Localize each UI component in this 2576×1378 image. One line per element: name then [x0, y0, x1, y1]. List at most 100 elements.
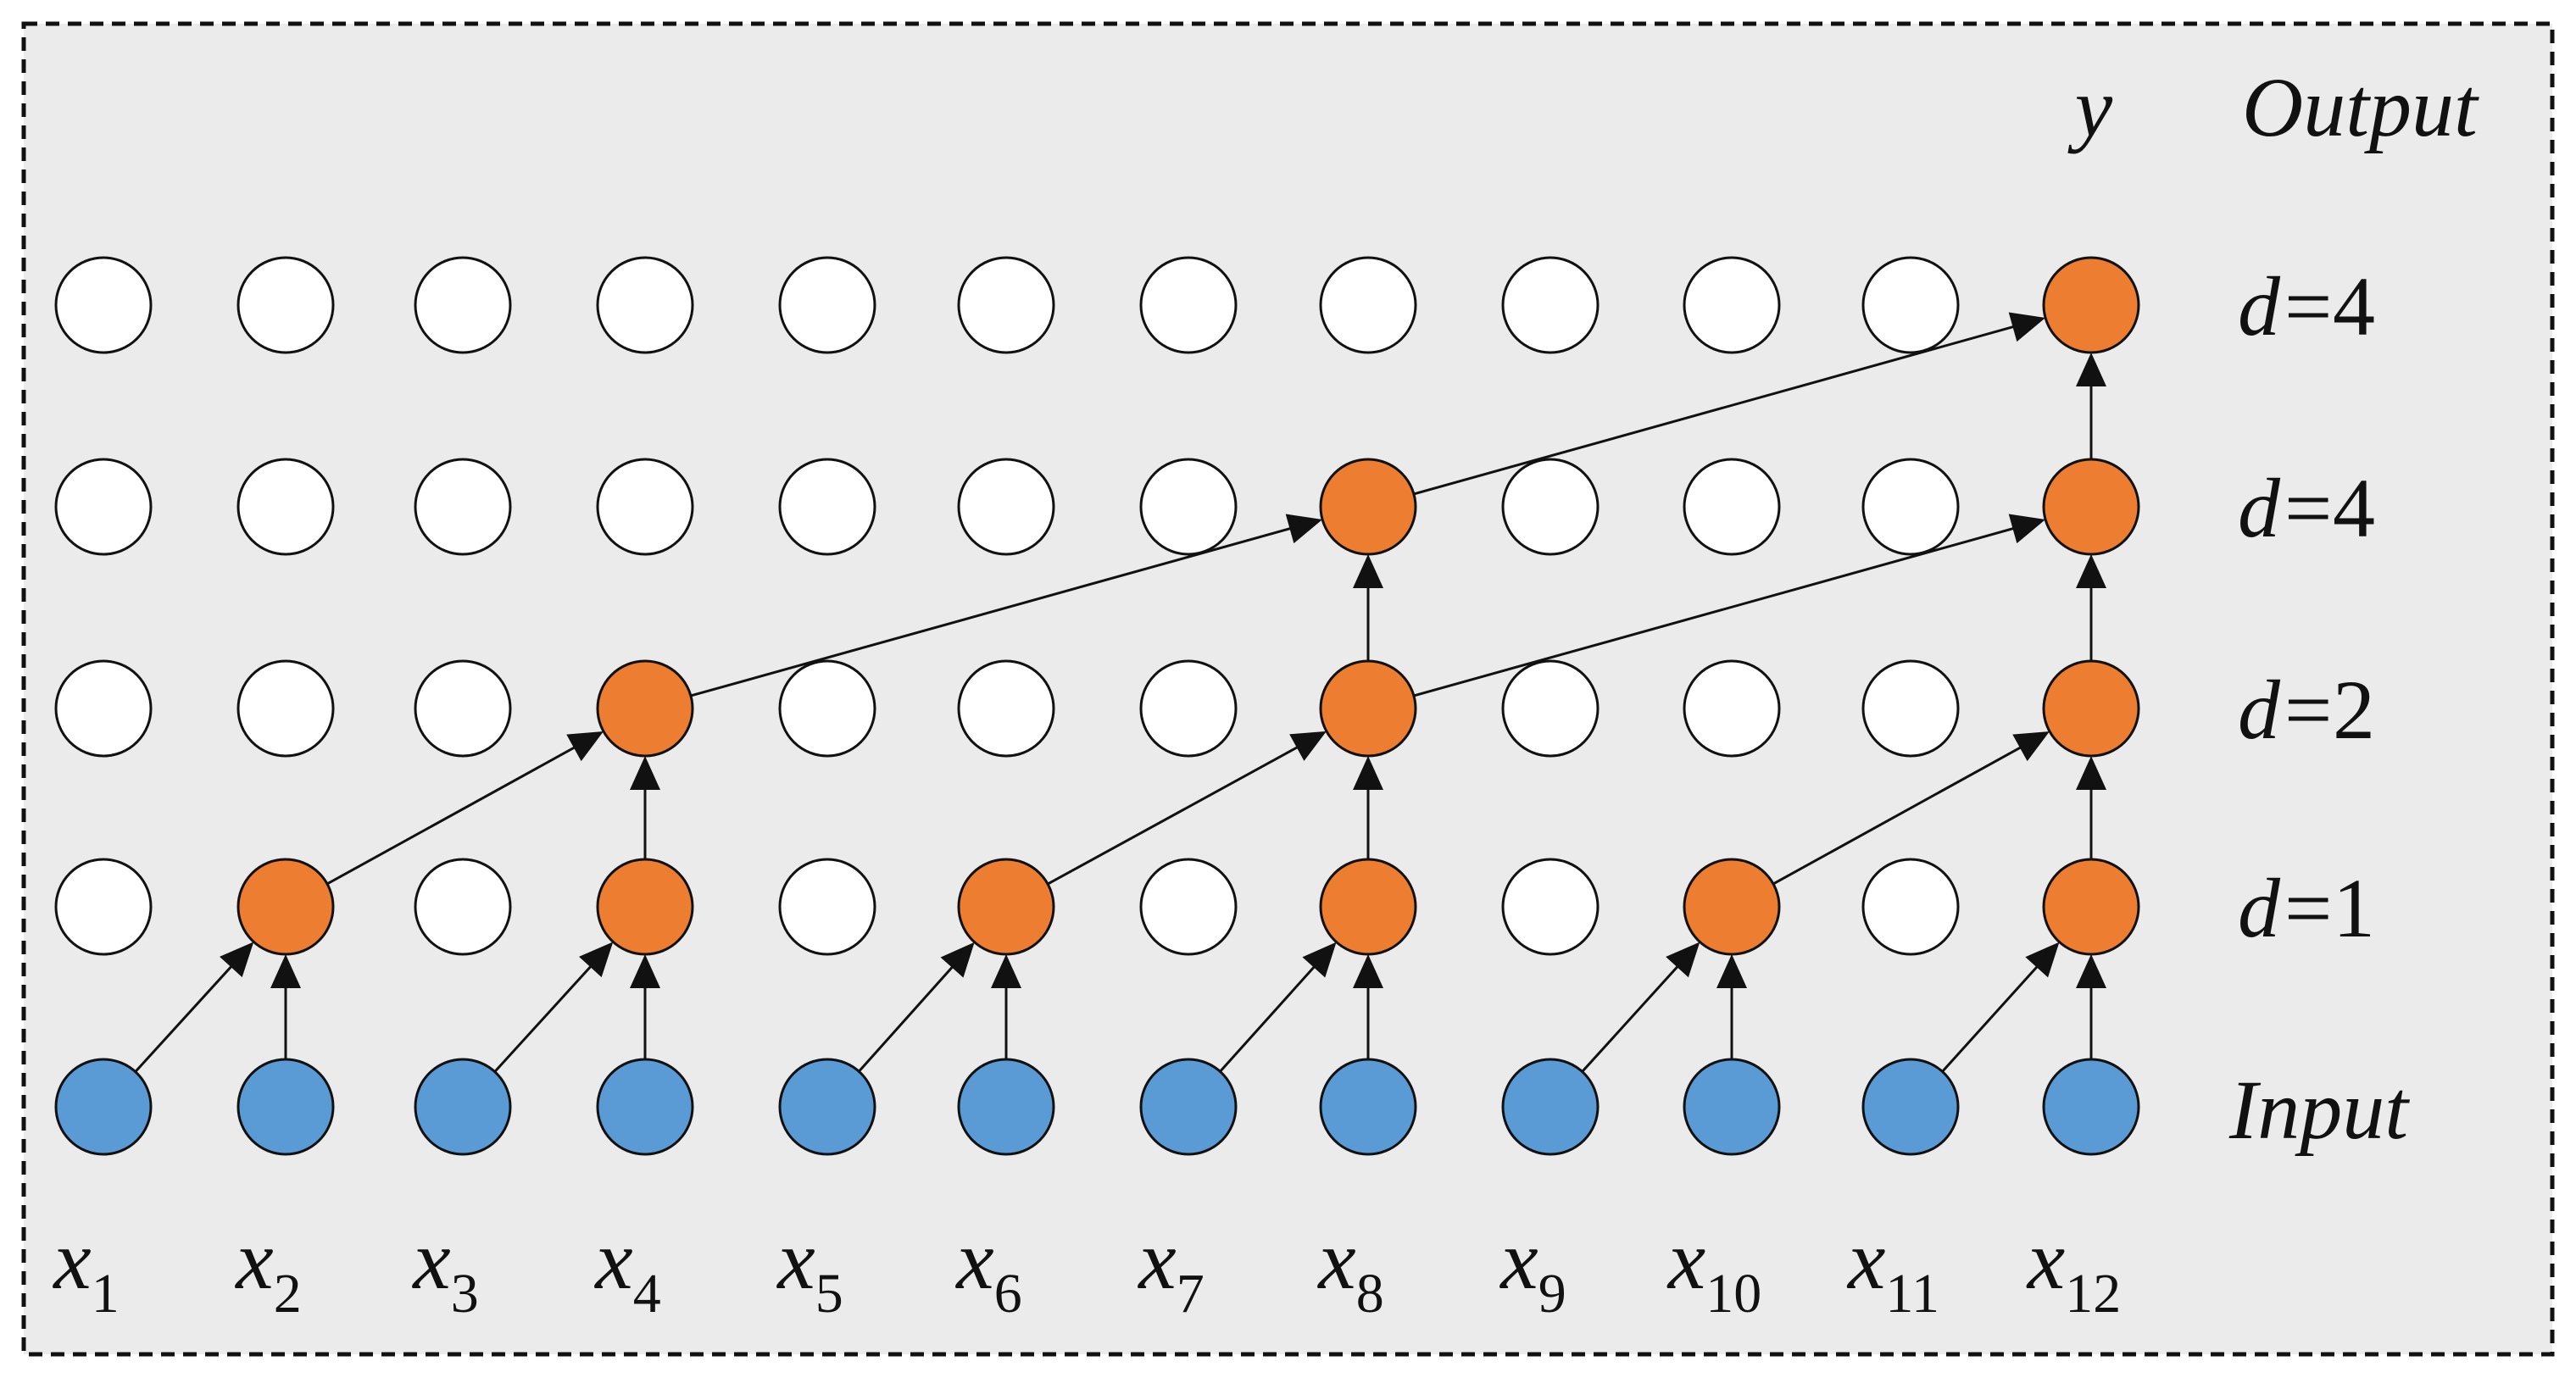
- edge-d1-d2-diagonal-head: [2012, 731, 2050, 762]
- input-node-4: [596, 1058, 694, 1156]
- inactive-node-d1-1: [54, 858, 153, 956]
- edge-d1-d2-diagonal: [326, 742, 582, 886]
- inactive-node-d1-3: [414, 858, 512, 956]
- active-node-d1-4: [596, 858, 694, 956]
- layer-value: 4: [2333, 259, 2375, 353]
- inactive-node-d4b-9: [1501, 256, 1600, 354]
- input-label-x5: x5: [776, 1213, 843, 1325]
- inactive-node-d4b-1: [54, 256, 153, 354]
- input-label-x6: x6: [954, 1213, 1021, 1325]
- edge-d4a-d4b-vertical-head: [2076, 353, 2106, 386]
- edge-input-d1-diagonal: [1941, 959, 2044, 1073]
- input-node-6: [957, 1058, 1055, 1156]
- layer-eq: =: [2284, 663, 2332, 757]
- layer-label-2: d = 2: [2238, 663, 2375, 757]
- layer-name: d: [2238, 259, 2281, 353]
- layer-eq: =: [2284, 259, 2332, 353]
- input-label-x11: x11: [1846, 1213, 1939, 1325]
- edge-d1-d2-diagonal: [1772, 742, 2028, 886]
- inactive-node-d4b-8: [1319, 256, 1417, 354]
- inactive-node-d4a-2: [236, 458, 335, 556]
- input-label-x10: x10: [1666, 1213, 1761, 1325]
- layer-name: d: [2238, 861, 2281, 955]
- edge-input-d1-diagonal: [134, 959, 238, 1073]
- input-node-7: [1139, 1058, 1238, 1156]
- inactive-node-d2-7: [1139, 659, 1238, 758]
- edges: [134, 312, 2106, 1073]
- active-node-d1-12: [2042, 858, 2140, 956]
- edge-input-d1-vertical-head: [630, 954, 660, 988]
- inactive-node-d4a-3: [414, 458, 512, 556]
- edge-d1-d2-vertical-head: [1353, 756, 1383, 790]
- input-label-x9: x9: [1499, 1213, 1566, 1325]
- edge-d2-d4a-diagonal-head: [2008, 514, 2046, 544]
- edge-d1-d2-diagonal-head: [566, 731, 604, 762]
- edge-input-d1-diagonal-head: [940, 942, 975, 978]
- nodes: [54, 256, 2140, 1156]
- diagram-frame: [21, 21, 2555, 1357]
- input-node-2: [236, 1058, 335, 1156]
- inactive-node-d4b-3: [414, 256, 512, 354]
- inactive-node-d1-5: [778, 858, 876, 956]
- edge-input-d1-diagonal-head: [1302, 942, 1337, 978]
- active-node-d1-10: [1683, 858, 1781, 956]
- edge-d1-d2-diagonal-head: [1289, 731, 1327, 761]
- inactive-node-d4a-11: [1861, 458, 1960, 556]
- input-label-x12: x12: [2026, 1213, 2121, 1325]
- inactive-node-d2-9: [1501, 659, 1600, 758]
- output-label: Output: [2242, 60, 2479, 154]
- edge-input-d1-vertical-head: [270, 954, 301, 988]
- edge-d1-d2-vertical-head: [2076, 756, 2106, 790]
- input-node-1: [54, 1058, 153, 1156]
- layer-name: d: [2238, 461, 2281, 555]
- inactive-node-d2-11: [1861, 659, 1960, 758]
- inactive-node-d4b-6: [957, 256, 1055, 354]
- inactive-node-d2-6: [957, 659, 1055, 758]
- active-node-d4b-12: [2042, 256, 2140, 354]
- input-node-8: [1319, 1058, 1417, 1156]
- edge-input-d1-diagonal-head: [220, 942, 254, 978]
- inactive-node-d2-3: [414, 659, 512, 758]
- inactive-node-d1-9: [1501, 858, 1600, 956]
- edge-input-d1-diagonal: [858, 960, 959, 1073]
- inactive-node-d4a-9: [1501, 458, 1600, 556]
- active-node-d4a-8: [1319, 458, 1417, 556]
- active-node-d4a-12: [2042, 458, 2140, 556]
- active-node-d1-2: [236, 858, 335, 956]
- edge-d1-d2-vertical-head: [630, 756, 660, 790]
- layer-label-1: d = 4: [2238, 461, 2375, 555]
- layer-value: 4: [2333, 461, 2375, 555]
- layer-value: 2: [2333, 663, 2375, 757]
- inactive-node-d4b-11: [1861, 256, 1960, 354]
- layer-eq: =: [2284, 461, 2332, 555]
- active-node-d2-4: [596, 659, 694, 758]
- inactive-node-d4b-2: [236, 256, 335, 354]
- input-label-x7: x7: [1137, 1213, 1204, 1325]
- output-symbol: y: [2067, 60, 2113, 154]
- input-label-x2: x2: [234, 1213, 301, 1325]
- edge-d4a-d4b-diagonal-head: [2008, 312, 2046, 342]
- input-node-12: [2042, 1058, 2140, 1156]
- input-label-x1: x1: [52, 1213, 119, 1325]
- inactive-node-d2-5: [778, 659, 876, 758]
- inactive-node-d1-7: [1139, 858, 1238, 956]
- inactive-node-d4a-7: [1139, 458, 1238, 556]
- active-node-d1-8: [1319, 858, 1417, 956]
- edge-input-d1-diagonal-head: [2025, 942, 2060, 978]
- layer-value: 1: [2333, 861, 2375, 955]
- inactive-node-d2-1: [54, 659, 153, 758]
- input-node-9: [1501, 1058, 1600, 1156]
- inactive-node-d4b-5: [778, 256, 876, 354]
- input-labels: x1 x2 x3 x4 x5 x6 x7 x8 x9 x10 x11 x12: [52, 1213, 2121, 1325]
- edge-input-d1-vertical-head: [991, 954, 1021, 988]
- inactive-node-d4a-5: [778, 458, 876, 556]
- inactive-node-d4a-4: [596, 458, 694, 556]
- edge-input-d1-vertical-head: [1716, 954, 1747, 988]
- input-label-x8: x8: [1316, 1213, 1383, 1325]
- edge-input-d1-diagonal: [1581, 959, 1684, 1073]
- input-node-5: [778, 1058, 876, 1156]
- input-node-11: [1861, 1058, 1960, 1156]
- inactive-node-d4a-6: [957, 458, 1055, 556]
- layer-name: d: [2238, 663, 2281, 757]
- inactive-node-d4a-10: [1683, 458, 1781, 556]
